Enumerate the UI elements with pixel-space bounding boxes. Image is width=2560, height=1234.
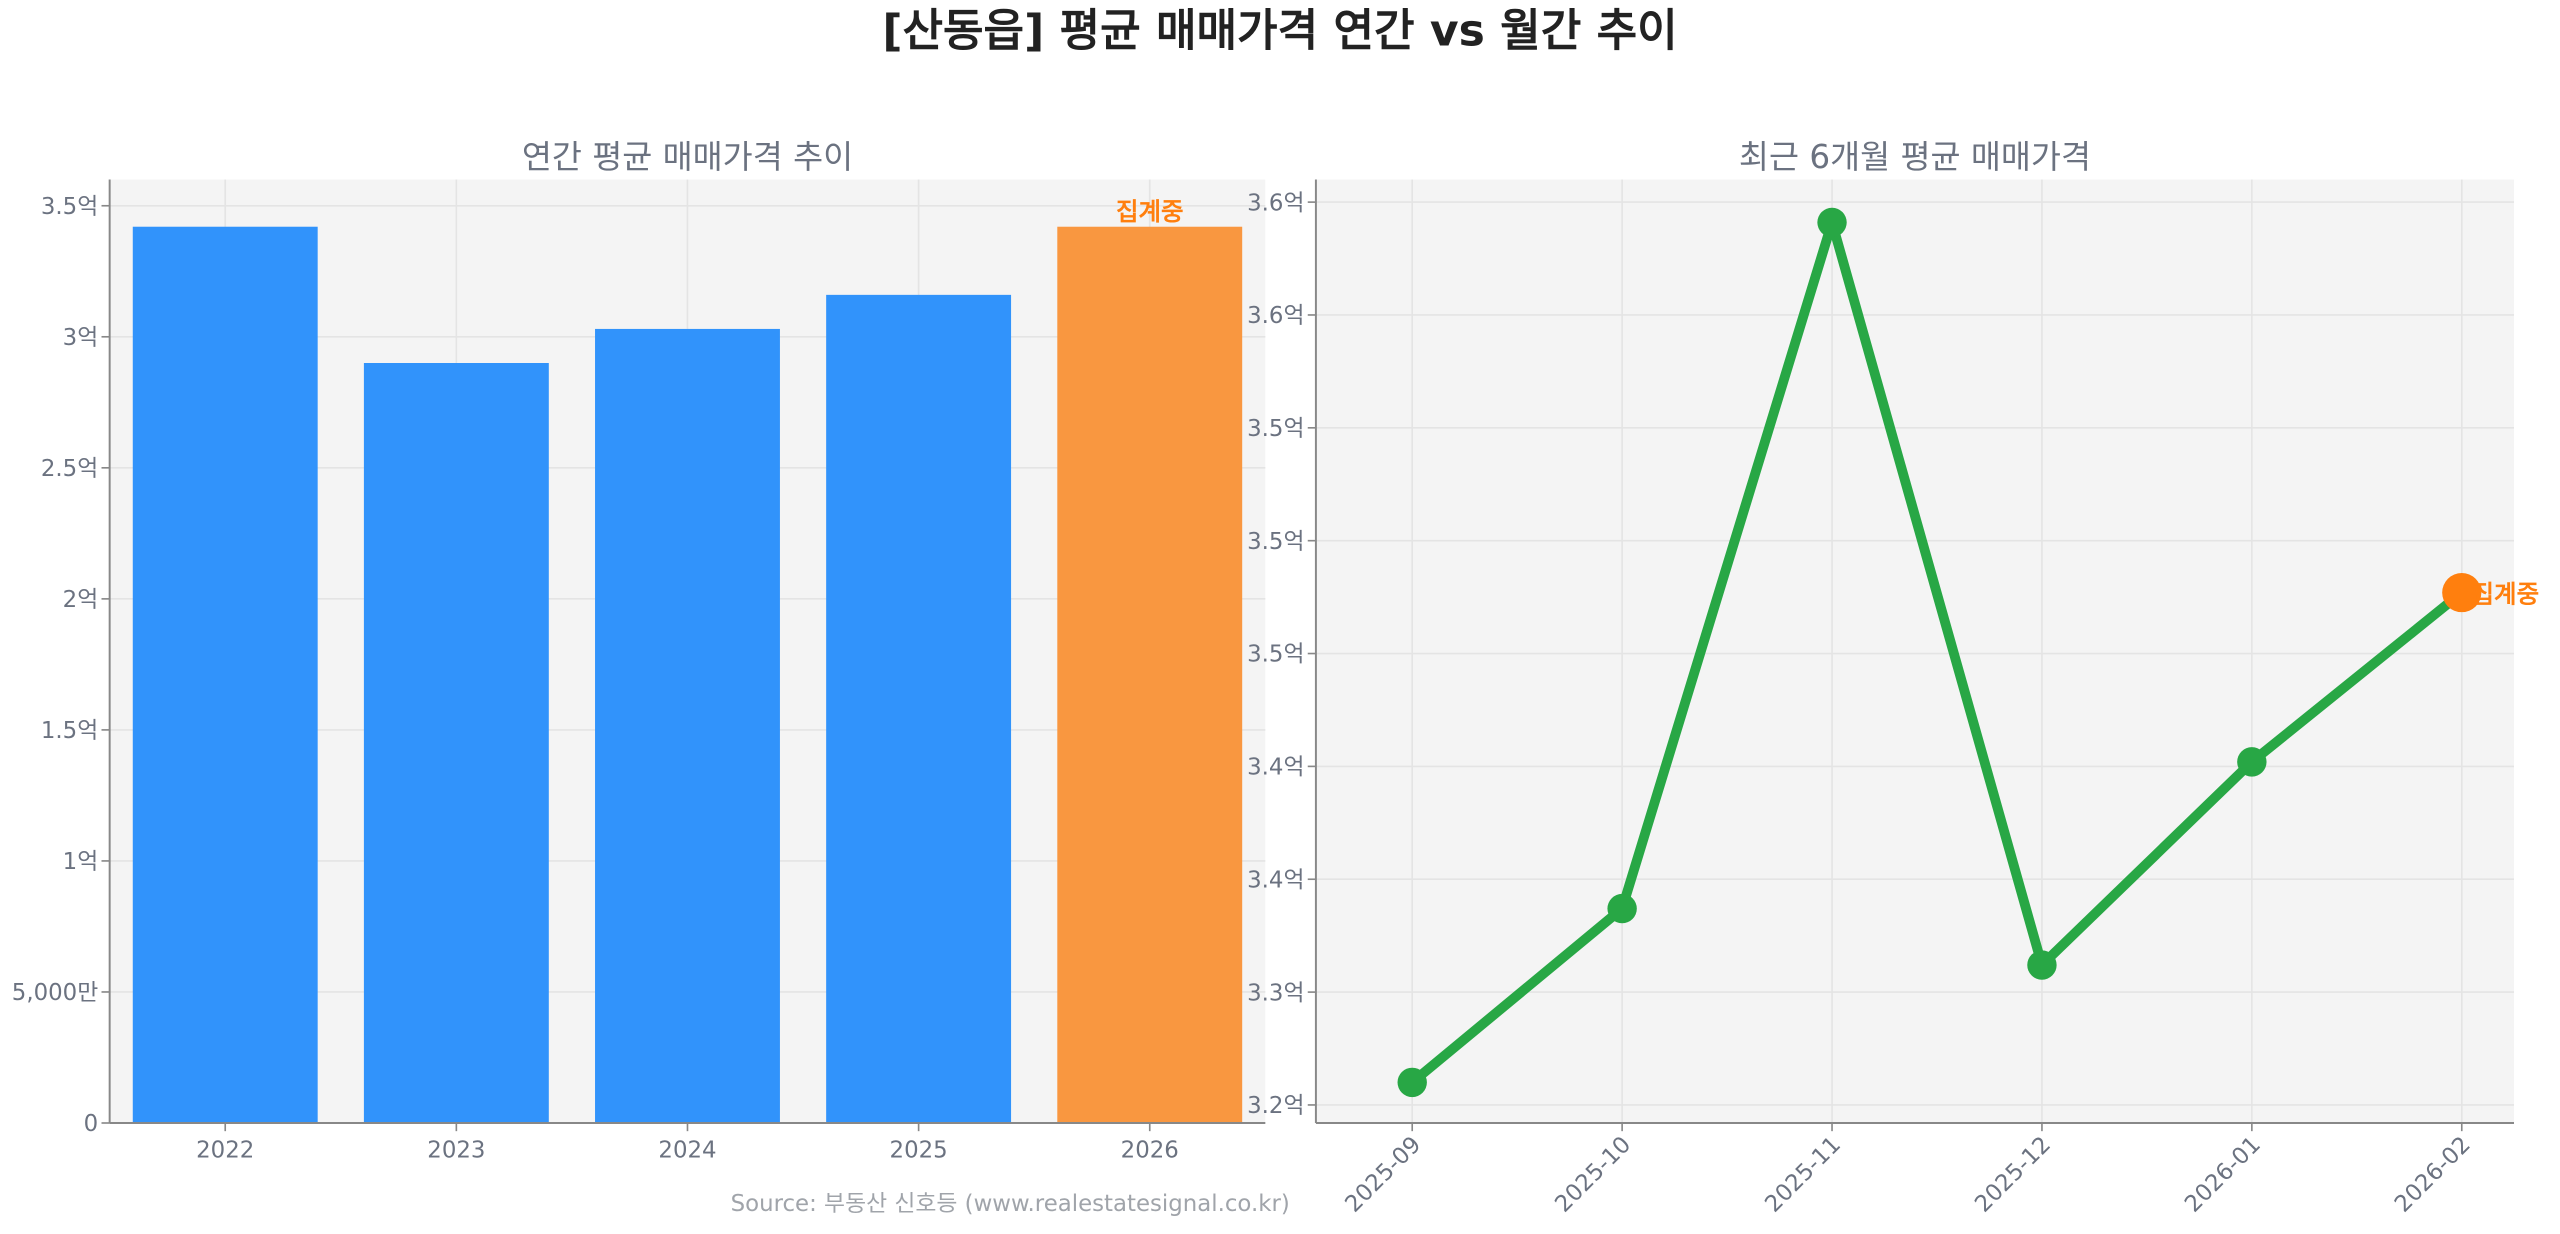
y-tick-label: 3.5억 — [41, 194, 98, 220]
x-tick-label: 2024 — [658, 1137, 716, 1163]
subplot-title: 연간 평균 매매가격 추이 — [522, 138, 853, 176]
y-tick-label: 5,000만 — [12, 980, 98, 1006]
source-note: Source: 부동산 신호등 (www.realestatesignal.co… — [731, 1191, 1290, 1217]
x-tick-label: 2025 — [890, 1137, 948, 1163]
y-tick-label: 3.6억 — [1247, 303, 1304, 329]
bar-2022 — [132, 226, 318, 1124]
y-tick-label: 3.5억 — [1247, 416, 1304, 442]
bar-2026 — [1057, 226, 1243, 1124]
y-tick-label: 2.5억 — [41, 456, 98, 482]
partial-label: 집계중 — [2472, 579, 2540, 608]
data-point-2026-01 — [2237, 747, 2267, 777]
monthly-line-chart: 3.2억 3.3억 3.4억 3.4억 3.5억 3.5억 3.5억 3.6억 3.6억 최근 6… — [1247, 138, 2539, 1217]
annual-bar-chart: 0 5,000만 1억 1.5억 2억 2.5억 3억 3.5억 연간 평균 매매가격 추이 20… — [12, 138, 1266, 1163]
partial-label: 집계중 — [1116, 197, 1184, 226]
subplot-title: 최근 6개월 평균 매매가격 — [1739, 138, 2091, 176]
data-point-2025-12 — [2027, 950, 2057, 980]
x-tick-label: 2022 — [196, 1137, 254, 1163]
x-tick-label: 2023 — [427, 1137, 485, 1163]
plot-area — [1315, 179, 2514, 1124]
x-tick-label: 2025-09 — [1340, 1132, 1426, 1218]
x-tick-label: 2026 — [1121, 1137, 1179, 1163]
bar-2023 — [363, 362, 549, 1124]
y-tick-label: 3.2억 — [1247, 1093, 1304, 1119]
series-line — [1409, 217, 2465, 1087]
y-tick-label: 3.4억 — [1247, 755, 1304, 781]
y-tick-label: 2억 — [63, 587, 99, 613]
y-tick-label: 1억 — [63, 849, 99, 875]
bar-2025 — [826, 294, 1012, 1124]
data-point-2025-11 — [1817, 207, 1847, 238]
x-tick-label: 2026-02 — [2390, 1132, 2476, 1218]
x-tick-label: 2025-12 — [1970, 1132, 2056, 1218]
bar-2024 — [595, 328, 780, 1124]
y-tick-label: 3.3억 — [1247, 980, 1304, 1006]
x-tick-label: 2026-01 — [2180, 1132, 2266, 1218]
x-tick-label: 2025-10 — [1550, 1132, 1636, 1218]
data-point-2026-02 — [2442, 573, 2482, 613]
figure-title: [산동읍] 평균 매매가격 연간 vs 월간 추이 — [882, 6, 1677, 57]
y-tick-label: 3.4억 — [1247, 867, 1304, 893]
data-point-2025-10 — [1607, 893, 1637, 924]
y-tick-label: 3.5억 — [1247, 529, 1304, 555]
y-tick-label: 1.5억 — [41, 718, 98, 744]
y-tick-label: 3.5억 — [1247, 642, 1304, 668]
y-tick-label: 3억 — [63, 325, 99, 351]
y-tick-label: 3.6억 — [1247, 190, 1304, 216]
y-tick-label: 0 — [84, 1111, 99, 1137]
data-point-2025-09 — [1397, 1067, 1427, 1098]
x-tick-label: 2025-11 — [1760, 1132, 1846, 1218]
